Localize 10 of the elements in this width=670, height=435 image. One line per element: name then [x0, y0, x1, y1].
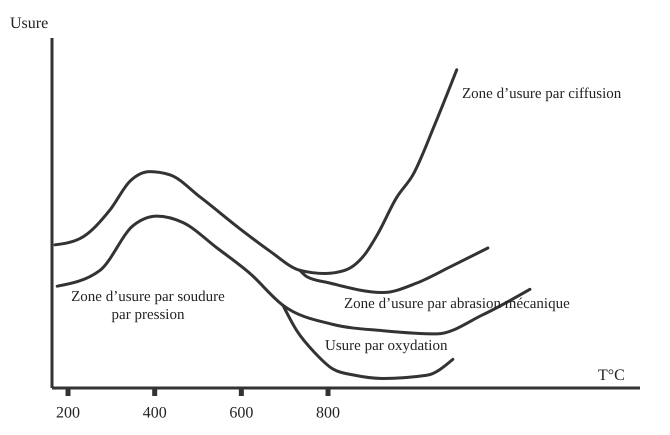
x-tick-label: 400 [142, 404, 167, 422]
x-tick-label: 800 [316, 404, 340, 422]
y-axis-title: Usure [10, 15, 48, 32]
annotation: Zone d’usure par soudure par pression [70, 288, 226, 324]
x-tick-label: 200 [56, 404, 80, 422]
annotation: Usure par oxydation [325, 337, 448, 355]
annotation: Zone d’usure par ciffusion [462, 85, 622, 103]
x-axis-title: T°C [598, 367, 625, 384]
annotation: Zone d’usure par abrasion mécanique [344, 295, 570, 313]
x-tick-label: 600 [229, 404, 254, 422]
